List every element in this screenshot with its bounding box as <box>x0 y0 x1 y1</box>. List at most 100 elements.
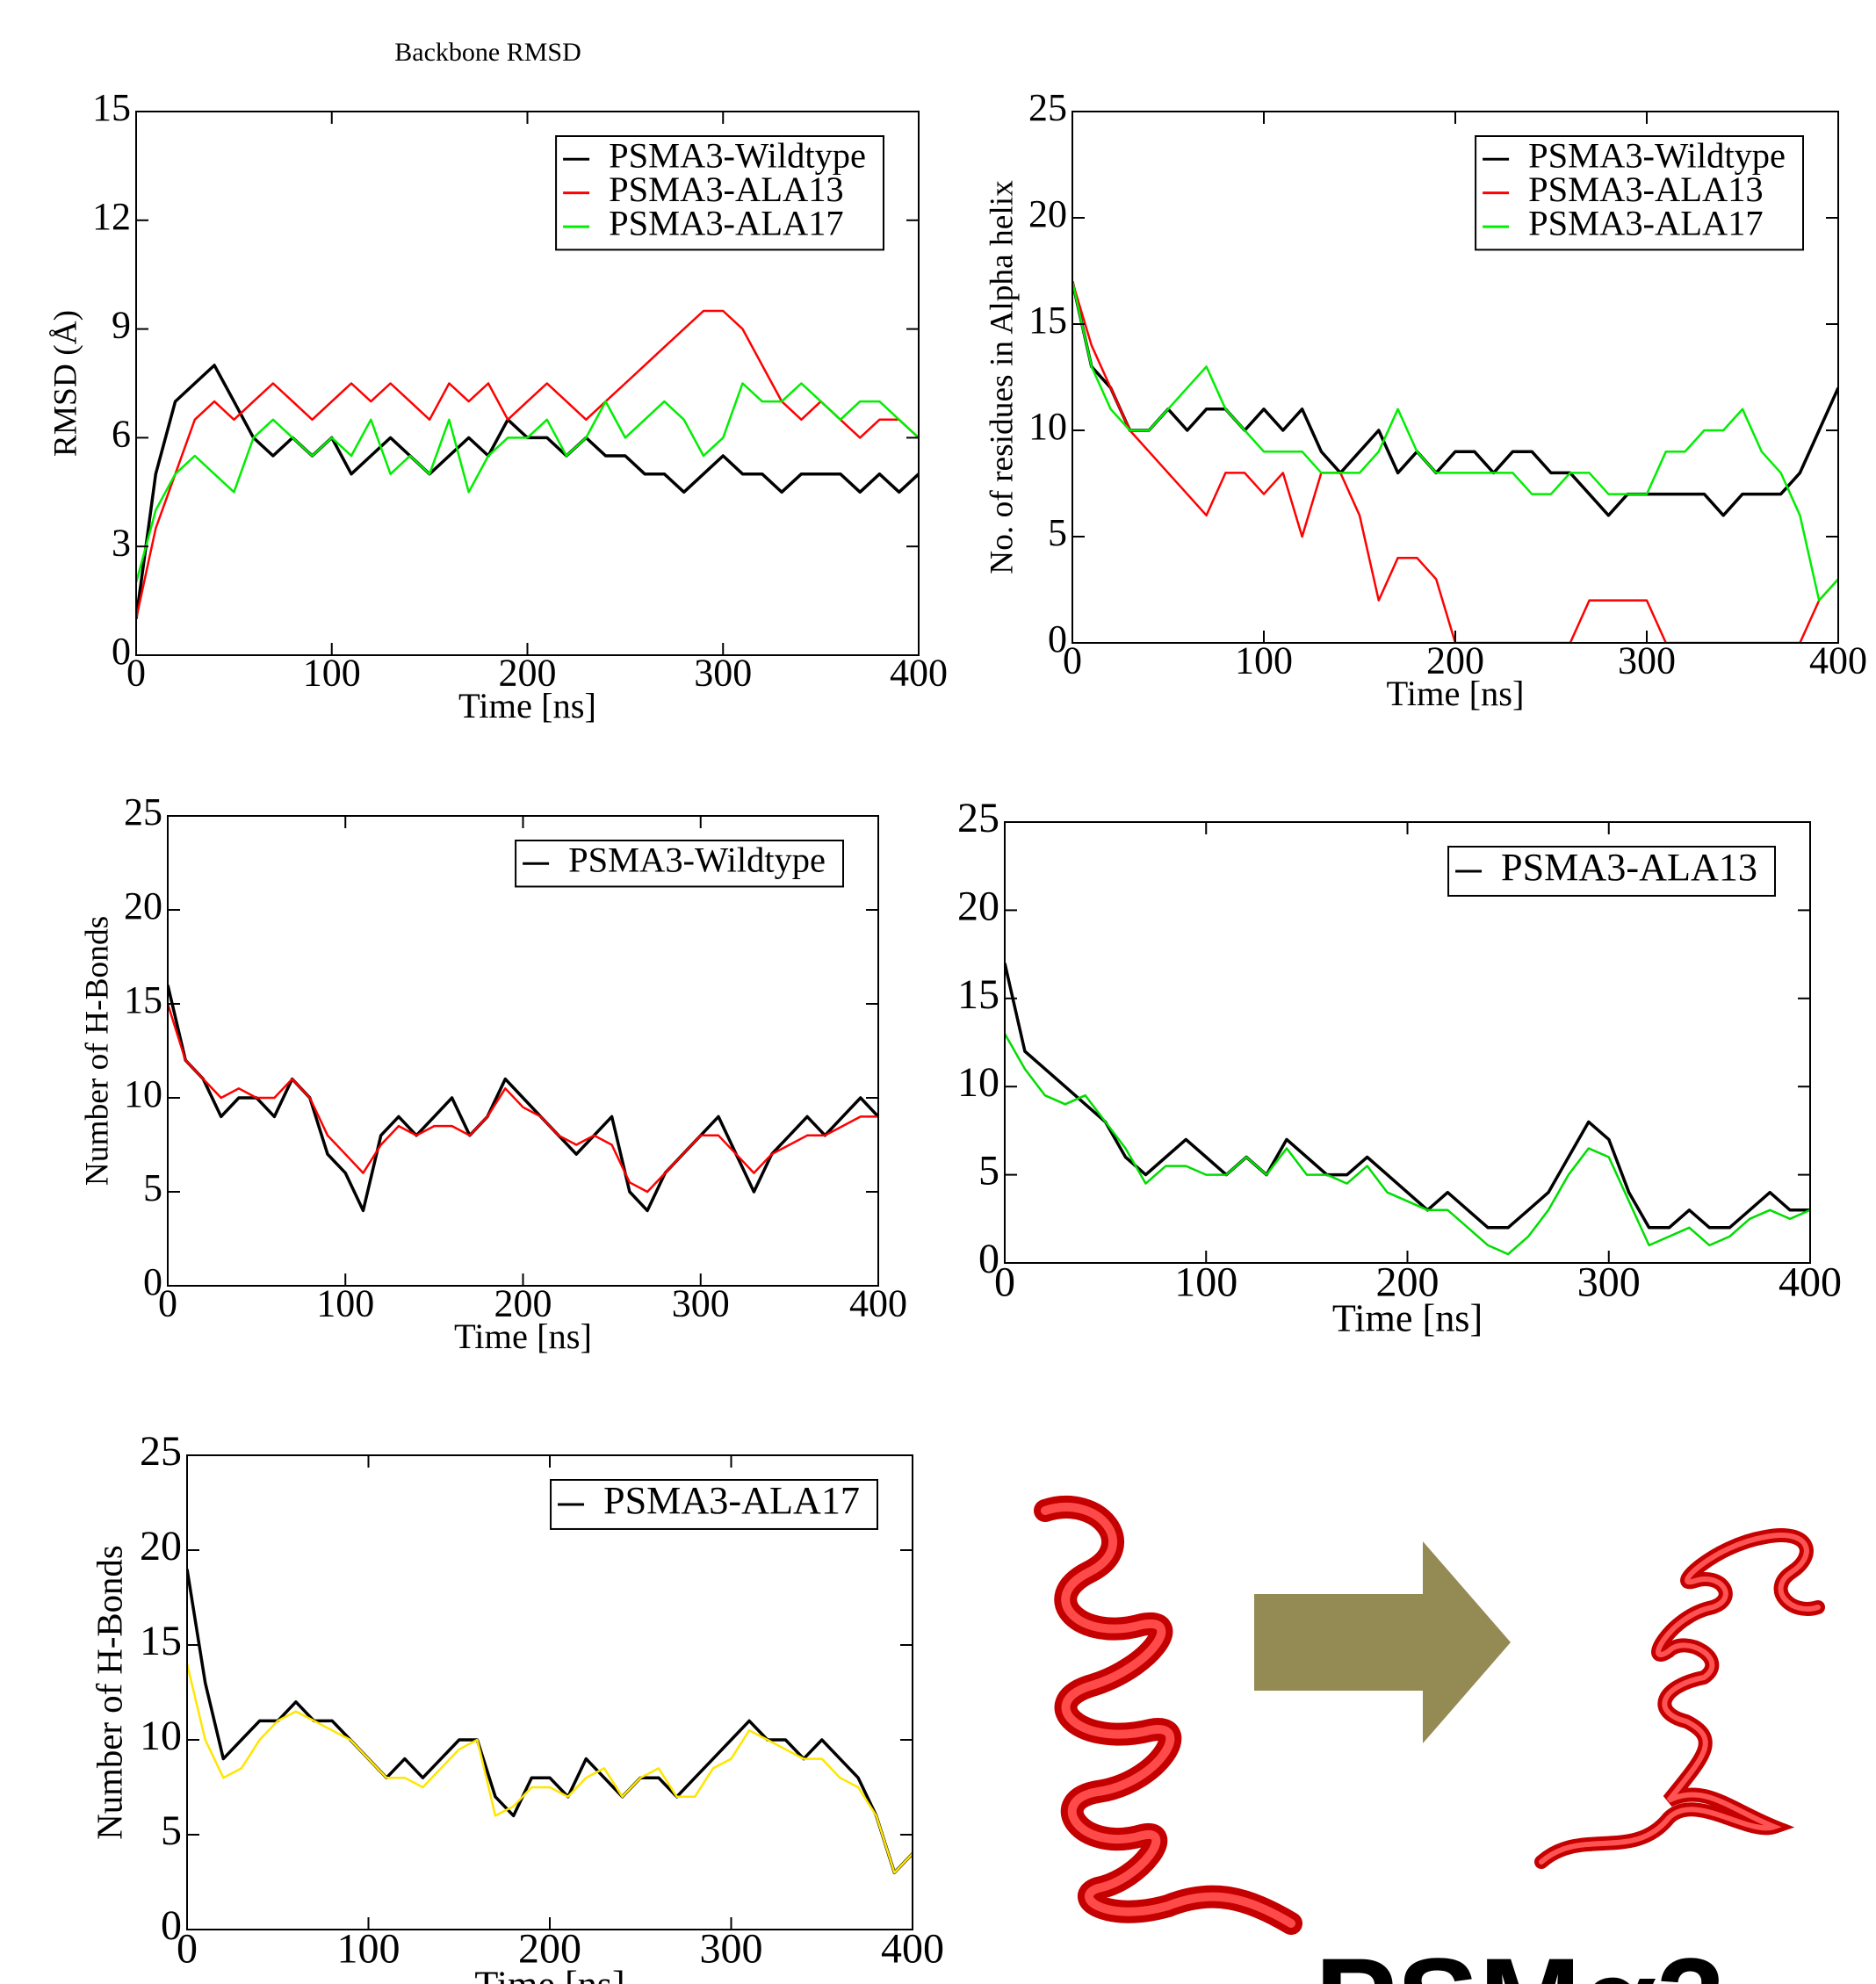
x-tick-label: 0 <box>994 1259 1015 1305</box>
series-line <box>1072 281 1838 517</box>
plot-area <box>1072 281 1838 643</box>
x-axis-label: Time [ns] <box>454 1317 592 1356</box>
y-tick-label: 25 <box>124 790 162 833</box>
x-tick-label: 300 <box>700 1925 763 1972</box>
x-tick-label: 400 <box>849 1281 907 1324</box>
y-axis-label: Number of H-Bonds <box>80 916 116 1186</box>
legend: PSMA3-ALA17 <box>550 1479 878 1530</box>
y-tick-label: 25 <box>140 1428 182 1475</box>
x-tick-label: 200 <box>494 1281 552 1324</box>
y-tick-label: 0 <box>1048 617 1067 660</box>
x-tick-label: 200 <box>1376 1259 1439 1305</box>
y-tick-label: 15 <box>140 1618 182 1664</box>
legend-box <box>555 135 884 251</box>
x-tick-label: 400 <box>881 1925 944 1972</box>
legend-label: PSMA3-Wildtype <box>609 136 866 176</box>
series-line <box>136 382 919 583</box>
legend-label: PSMA3-Wildtype <box>1528 136 1786 176</box>
plot-area <box>136 309 919 619</box>
x-tick-label: 100 <box>1174 1259 1237 1305</box>
series-line <box>168 985 878 1213</box>
y-tick-label: 0 <box>978 1236 999 1282</box>
y-tick-label: 9 <box>112 304 131 347</box>
y-tick-label: 10 <box>124 1072 162 1115</box>
legend-label: PSMA3-ALA13 <box>609 170 844 209</box>
legend-label: PSMA3-ALA13 <box>1501 846 1757 889</box>
y-tick-label: 15 <box>957 971 999 1018</box>
x-tick-label: 200 <box>518 1925 581 1972</box>
x-tick-label: 0 <box>158 1281 177 1324</box>
legend: PSMA3-Wildtype <box>515 840 844 888</box>
y-tick-label: 12 <box>92 195 131 238</box>
x-axis-label: Time [ns] <box>458 686 596 725</box>
caption: PSMα3- <box>1315 1932 1766 1984</box>
plot-area <box>168 985 878 1213</box>
x-axis-label: Time [ns] <box>474 1963 624 1984</box>
arrow <box>1254 1541 1511 1743</box>
x-tick-label: 200 <box>1426 638 1484 682</box>
y-tick-label: 3 <box>112 521 131 564</box>
x-tick-label: 0 <box>177 1925 198 1972</box>
x-axis-label: Time [ns] <box>1386 674 1524 713</box>
x-tick-label: 400 <box>1779 1259 1842 1305</box>
series-line <box>168 1003 878 1194</box>
series-line <box>1005 963 1810 1230</box>
y-tick-label: 25 <box>957 795 999 841</box>
legend-label: PSMA3-ALA17 <box>609 203 844 242</box>
y-tick-label: 25 <box>1028 86 1067 129</box>
x-tick-label: 300 <box>672 1281 730 1324</box>
x-axis-label: Time [ns] <box>1332 1296 1483 1339</box>
y-axis-label: Number of H-Bonds <box>90 1545 129 1839</box>
y-tick-label: 20 <box>140 1523 182 1569</box>
x-tick-label: 400 <box>890 651 948 694</box>
legend-label: PSMA3-ALA17 <box>603 1479 860 1522</box>
x-tick-label: 0 <box>1063 638 1082 682</box>
x-tick-label: 300 <box>694 651 752 694</box>
series-line <box>136 309 919 619</box>
legend: PSMA3-ALA13 <box>1447 846 1776 897</box>
legend-box <box>1475 135 1804 251</box>
x-tick-label: 100 <box>303 651 361 694</box>
y-tick-label: 10 <box>1028 405 1067 448</box>
plot-area <box>1005 963 1810 1256</box>
legend-box <box>550 1479 878 1530</box>
series-line <box>1072 281 1838 602</box>
y-tick-label: 0 <box>143 1260 162 1303</box>
chart: 0 100 200 300 400 0 5 10 15 20 25 Time [ns] Number o… <box>90 1428 944 1984</box>
legend-box <box>1447 846 1776 897</box>
y-tick-label: 0 <box>161 1902 182 1949</box>
y-axis-label: RMSD (Å) <box>48 310 84 457</box>
x-tick-label: 400 <box>1809 638 1867 682</box>
legend-box <box>515 840 844 888</box>
series-line <box>187 1569 913 1874</box>
y-tick-label: 5 <box>161 1807 182 1854</box>
x-tick-label: 100 <box>1235 638 1293 682</box>
plot-area <box>187 1569 913 1874</box>
chart: 0 100 200 300 400 0 3 6 9 12 15 Backbone RMSD Time [… <box>48 38 948 725</box>
legend-label: PSMA3-Wildtype <box>568 840 826 880</box>
y-tick-label: 20 <box>124 884 162 927</box>
y-tick-label: 5 <box>1048 511 1067 554</box>
y-axis-label: No. of residues in Alpha helix <box>985 180 1021 574</box>
y-tick-label: 15 <box>1028 299 1067 342</box>
series-line <box>1072 281 1838 643</box>
x-tick-label: 100 <box>316 1281 374 1324</box>
legend-label: PSMA3-ALA13 <box>1528 170 1764 209</box>
x-tick-label: 300 <box>1618 638 1676 682</box>
y-tick-label: 20 <box>957 883 999 929</box>
helix-structure <box>1034 1496 1302 1935</box>
y-tick-label: 15 <box>92 86 131 129</box>
x-tick-label: 200 <box>499 651 557 694</box>
chart: 0 100 200 300 400 0 5 10 15 20 25 Time [ns] PSMA3-AL… <box>957 795 1842 1339</box>
y-tick-label: 15 <box>124 978 162 1021</box>
x-tick-label: 100 <box>337 1925 400 1972</box>
series-line <box>1005 1033 1810 1256</box>
x-tick-label: 0 <box>126 651 146 694</box>
legend-label: PSMA3-ALA17 <box>1528 203 1764 242</box>
y-tick-label: 5 <box>978 1148 999 1194</box>
series-line <box>187 1663 913 1874</box>
